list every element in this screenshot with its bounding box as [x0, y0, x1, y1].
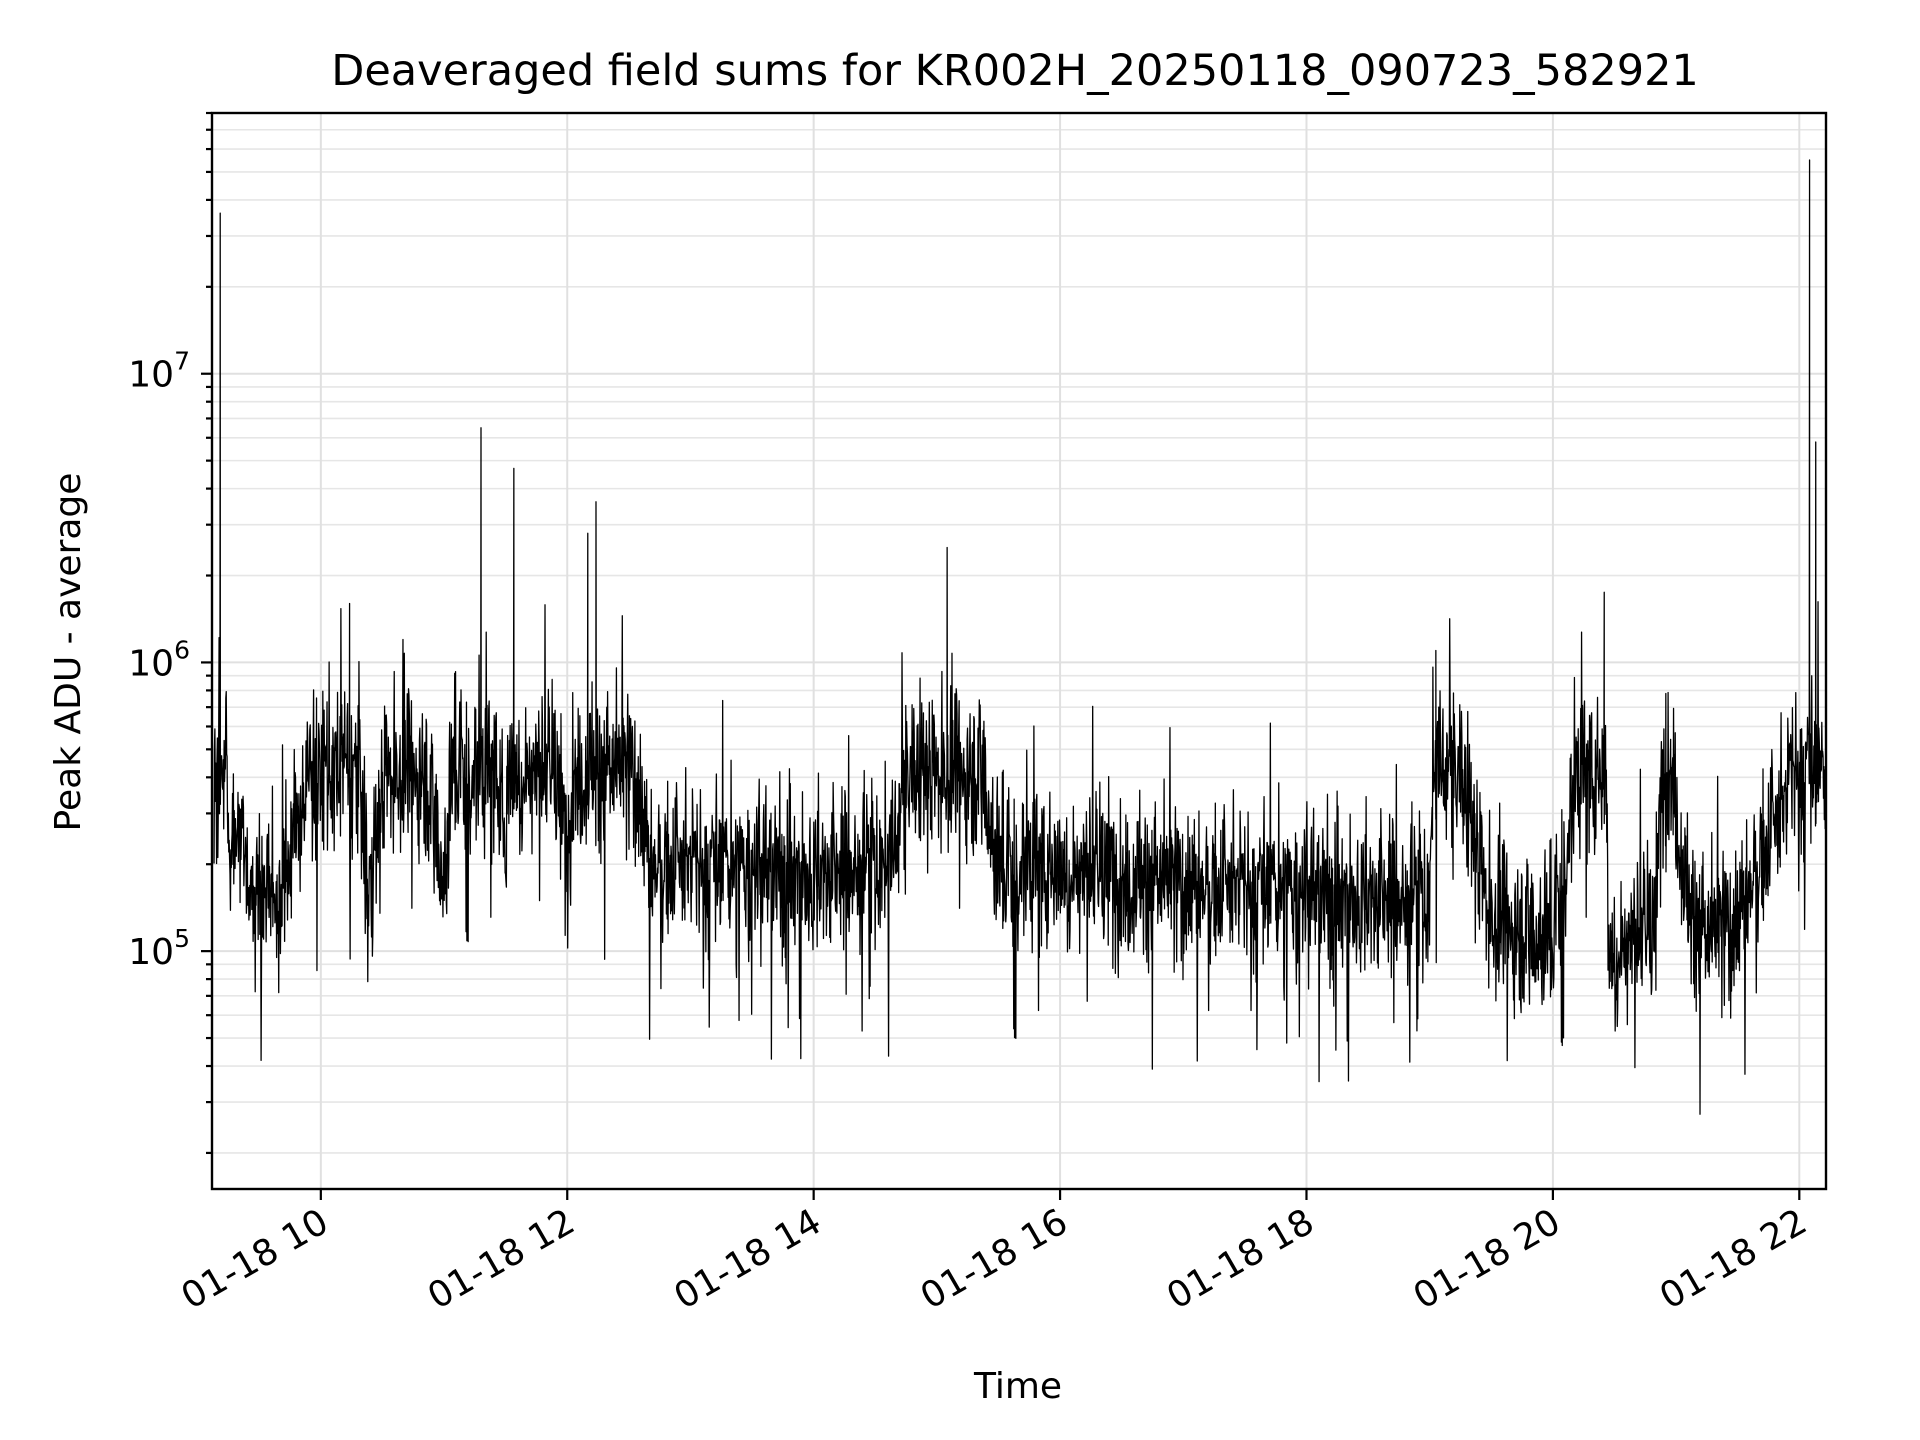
chart-title: Deaveraged field sums for KR002H_2025011…: [331, 46, 1699, 96]
y-tick-label: 106: [128, 635, 190, 684]
y-tick-label: 105: [128, 924, 190, 973]
x-tick-label: 01-18 14: [667, 1201, 828, 1317]
x-tick-label: 01-18 22: [1653, 1201, 1814, 1317]
y-axis: 105 106 107: [128, 111, 212, 1155]
grid-lines: [212, 112, 1826, 1189]
x-tick-label: 01-18 12: [421, 1201, 582, 1317]
plot-frame: [210, 111, 1828, 1191]
y-axis-label: Peak ADU - average: [48, 473, 89, 832]
series-layer: [213, 159, 1827, 1115]
x-tick-label: 01-18 18: [1160, 1201, 1321, 1317]
x-tick-label: 01-18 10: [175, 1201, 336, 1317]
x-tick-label: 01-18 16: [914, 1201, 1075, 1317]
x-tick-label: 01-18 20: [1407, 1201, 1568, 1317]
x-axis-label: Time: [973, 1366, 1062, 1407]
x-axis: 01-18 10 01-18 12 01-18 14 01-18 16 01-18 18…: [175, 1189, 1814, 1318]
y-tick-label: 107: [128, 347, 190, 396]
series-line: [213, 159, 1827, 1115]
